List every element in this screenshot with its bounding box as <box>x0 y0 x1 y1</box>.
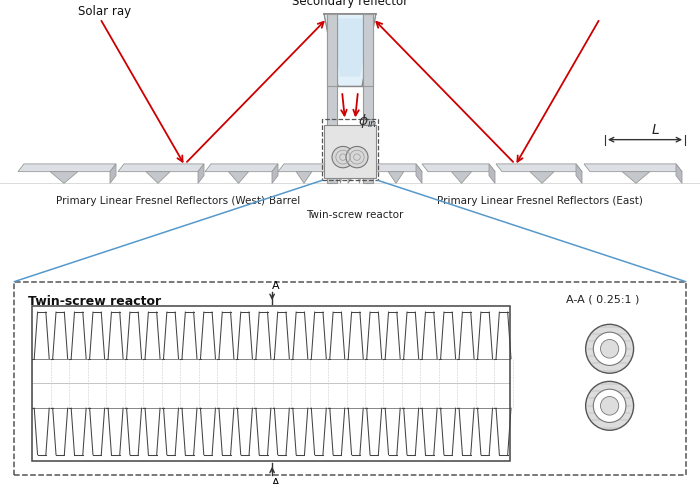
Text: $\phi_{in}$: $\phi_{in}$ <box>358 112 377 130</box>
Text: Barrel: Barrel <box>269 196 300 206</box>
Bar <box>327 15 337 87</box>
Circle shape <box>594 333 626 365</box>
Polygon shape <box>357 172 362 184</box>
Polygon shape <box>676 165 682 184</box>
Polygon shape <box>146 172 170 184</box>
Circle shape <box>594 390 626 423</box>
Polygon shape <box>50 172 78 184</box>
Text: Twin-screw reactor: Twin-screw reactor <box>29 294 162 307</box>
Bar <box>322 120 378 181</box>
Circle shape <box>601 397 619 415</box>
Polygon shape <box>296 172 312 184</box>
Polygon shape <box>324 15 376 87</box>
Polygon shape <box>530 172 554 184</box>
Polygon shape <box>110 165 116 184</box>
Polygon shape <box>361 165 367 184</box>
Polygon shape <box>576 165 582 184</box>
Bar <box>32 306 510 461</box>
Polygon shape <box>416 165 422 184</box>
Polygon shape <box>205 165 278 172</box>
Circle shape <box>586 325 634 374</box>
Polygon shape <box>18 165 116 172</box>
Text: A-A ( 0.25:1 ): A-A ( 0.25:1 ) <box>566 294 640 304</box>
Bar <box>363 15 373 184</box>
Polygon shape <box>278 165 336 172</box>
Bar <box>363 15 373 87</box>
Circle shape <box>586 381 634 430</box>
Text: Primary Linear Fresnel Reflectors (West): Primary Linear Fresnel Reflectors (West) <box>55 196 265 206</box>
Polygon shape <box>333 165 354 172</box>
Polygon shape <box>452 172 472 184</box>
Polygon shape <box>422 165 495 172</box>
Polygon shape <box>228 172 248 184</box>
Polygon shape <box>348 165 354 184</box>
Polygon shape <box>272 165 278 184</box>
Circle shape <box>601 340 619 358</box>
Polygon shape <box>622 172 650 184</box>
Polygon shape <box>118 165 204 172</box>
Polygon shape <box>346 165 367 172</box>
Polygon shape <box>338 172 343 184</box>
Polygon shape <box>584 165 682 172</box>
Text: Twin-screw reactor: Twin-screw reactor <box>307 209 404 219</box>
Circle shape <box>332 147 354 168</box>
Polygon shape <box>330 165 336 184</box>
Circle shape <box>346 147 368 168</box>
Polygon shape <box>329 19 371 77</box>
Text: Primary Linear Fresnel Reflectors (East): Primary Linear Fresnel Reflectors (East) <box>437 196 643 206</box>
Polygon shape <box>496 165 582 172</box>
Text: A: A <box>272 280 280 290</box>
Polygon shape <box>489 165 495 184</box>
Text: L: L <box>651 122 659 136</box>
Bar <box>324 126 376 179</box>
Text: A: A <box>272 477 280 484</box>
Text: Secondary reflector: Secondary reflector <box>292 0 408 8</box>
Text: Solar ray: Solar ray <box>78 5 131 18</box>
Polygon shape <box>389 172 404 184</box>
Polygon shape <box>198 165 204 184</box>
Polygon shape <box>364 165 422 172</box>
Bar <box>327 15 337 184</box>
